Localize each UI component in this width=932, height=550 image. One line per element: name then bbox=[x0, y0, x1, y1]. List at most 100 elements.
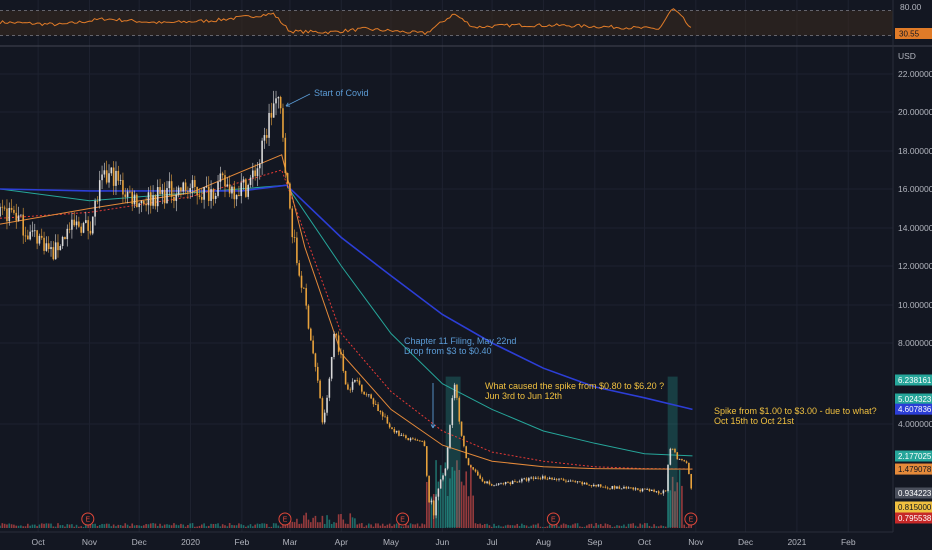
volume-bar bbox=[217, 523, 219, 528]
volume-bar bbox=[316, 522, 319, 528]
candle-body bbox=[611, 486, 614, 489]
volume-bar bbox=[412, 524, 414, 528]
candle-body bbox=[676, 452, 679, 460]
candle-body bbox=[384, 416, 386, 418]
candle-body bbox=[388, 423, 391, 428]
candle-body bbox=[685, 461, 688, 463]
candle-body bbox=[379, 410, 382, 413]
volume-bar bbox=[623, 524, 625, 528]
volume-bar bbox=[530, 525, 532, 528]
volume-bar bbox=[252, 526, 254, 528]
volume-bar bbox=[430, 496, 433, 528]
volume-bar bbox=[683, 524, 686, 528]
earnings-marker-label: E bbox=[689, 517, 694, 524]
candle-body bbox=[22, 214, 24, 236]
volume-bar bbox=[437, 481, 440, 528]
volume-bar bbox=[152, 523, 154, 528]
volume-bar bbox=[416, 523, 419, 528]
candle-body bbox=[548, 477, 551, 480]
candle-body bbox=[683, 460, 686, 462]
earnings-marker[interactable] bbox=[684, 512, 698, 526]
volume-bar bbox=[463, 485, 465, 528]
price-tag bbox=[895, 512, 932, 524]
volume-bar bbox=[212, 524, 215, 528]
volume-bar bbox=[36, 526, 38, 528]
volume-bar bbox=[391, 526, 393, 528]
volume-bar bbox=[414, 524, 416, 528]
volume-bar bbox=[85, 523, 87, 528]
grid-lines bbox=[0, 0, 893, 532]
candle-body bbox=[446, 447, 449, 469]
volume-bar bbox=[198, 525, 201, 528]
candle-body bbox=[674, 448, 676, 453]
candle-body bbox=[451, 398, 454, 426]
candle-body bbox=[205, 186, 208, 188]
volume-bar bbox=[481, 525, 484, 528]
volume-bar bbox=[646, 523, 648, 528]
volume-bar bbox=[145, 523, 147, 528]
volume-bar bbox=[247, 525, 249, 528]
rsi-panel[interactable]: 80.00 30.55 bbox=[0, 2, 932, 47]
volume-bar bbox=[87, 523, 89, 528]
volume-bar bbox=[685, 526, 688, 528]
candle-body bbox=[242, 179, 245, 183]
candle-body bbox=[31, 230, 34, 232]
annotation-text: Start of Covid bbox=[314, 88, 369, 98]
annotation-text: Jun 3rd to Jun 12th bbox=[485, 391, 562, 401]
volume-bar bbox=[263, 523, 266, 528]
candle-body bbox=[646, 489, 648, 490]
candle-body bbox=[588, 484, 590, 486]
volume-bar bbox=[6, 524, 8, 528]
candle-body bbox=[73, 219, 76, 226]
candle-body bbox=[358, 380, 361, 385]
time-tick-label: Dec bbox=[738, 537, 754, 547]
volume-bar bbox=[470, 464, 472, 528]
candle-body bbox=[98, 180, 101, 202]
candle-body bbox=[381, 412, 384, 417]
volume-bar bbox=[173, 523, 175, 528]
volume-bar bbox=[525, 525, 528, 528]
candle-body bbox=[377, 404, 379, 411]
candle-body bbox=[66, 228, 69, 240]
candle-body bbox=[210, 189, 212, 201]
candle-body bbox=[226, 184, 229, 187]
candle-body bbox=[398, 430, 400, 436]
candle-body bbox=[467, 458, 470, 466]
price-axis[interactable]: USD 22.000000 20.000000 18.000000 16.000000 1… bbox=[892, 0, 932, 532]
candle-body bbox=[618, 486, 621, 489]
annotation-arrow bbox=[285, 93, 311, 107]
candle-body bbox=[286, 173, 289, 184]
volume-bar bbox=[377, 523, 379, 528]
earnings-marker[interactable] bbox=[546, 512, 560, 526]
earnings-marker[interactable] bbox=[278, 512, 292, 526]
time-tick-label: Oct bbox=[31, 537, 45, 547]
candle-body bbox=[493, 485, 495, 487]
volume-bar bbox=[477, 524, 479, 528]
candle-body bbox=[583, 482, 586, 485]
volume-bar bbox=[644, 523, 646, 528]
candle-body bbox=[541, 476, 544, 479]
volume-bar bbox=[117, 524, 120, 528]
volume-bar bbox=[40, 523, 43, 528]
volume-bar bbox=[75, 524, 78, 528]
candle-body bbox=[80, 226, 82, 233]
volume-bar bbox=[419, 526, 421, 528]
candle-body bbox=[653, 489, 655, 492]
time-axis[interactable]: Oct Nov Dec 2020 Feb Mar Apr May Jun Jul Aug Sep Oct… bbox=[0, 531, 893, 547]
volume-bar bbox=[233, 525, 236, 528]
volume-bar bbox=[296, 518, 298, 528]
candle-body bbox=[395, 430, 398, 433]
candle-body bbox=[657, 491, 660, 494]
volume-bar bbox=[569, 525, 572, 528]
volume-bar bbox=[535, 524, 537, 528]
candle-body bbox=[152, 195, 154, 206]
volume-bar bbox=[82, 526, 85, 528]
candle-body bbox=[307, 305, 310, 329]
earnings-marker[interactable] bbox=[81, 512, 95, 526]
candle-body bbox=[419, 440, 421, 442]
earnings-marker[interactable] bbox=[396, 512, 410, 526]
candle-body bbox=[189, 188, 191, 193]
volume-bar bbox=[10, 524, 13, 528]
